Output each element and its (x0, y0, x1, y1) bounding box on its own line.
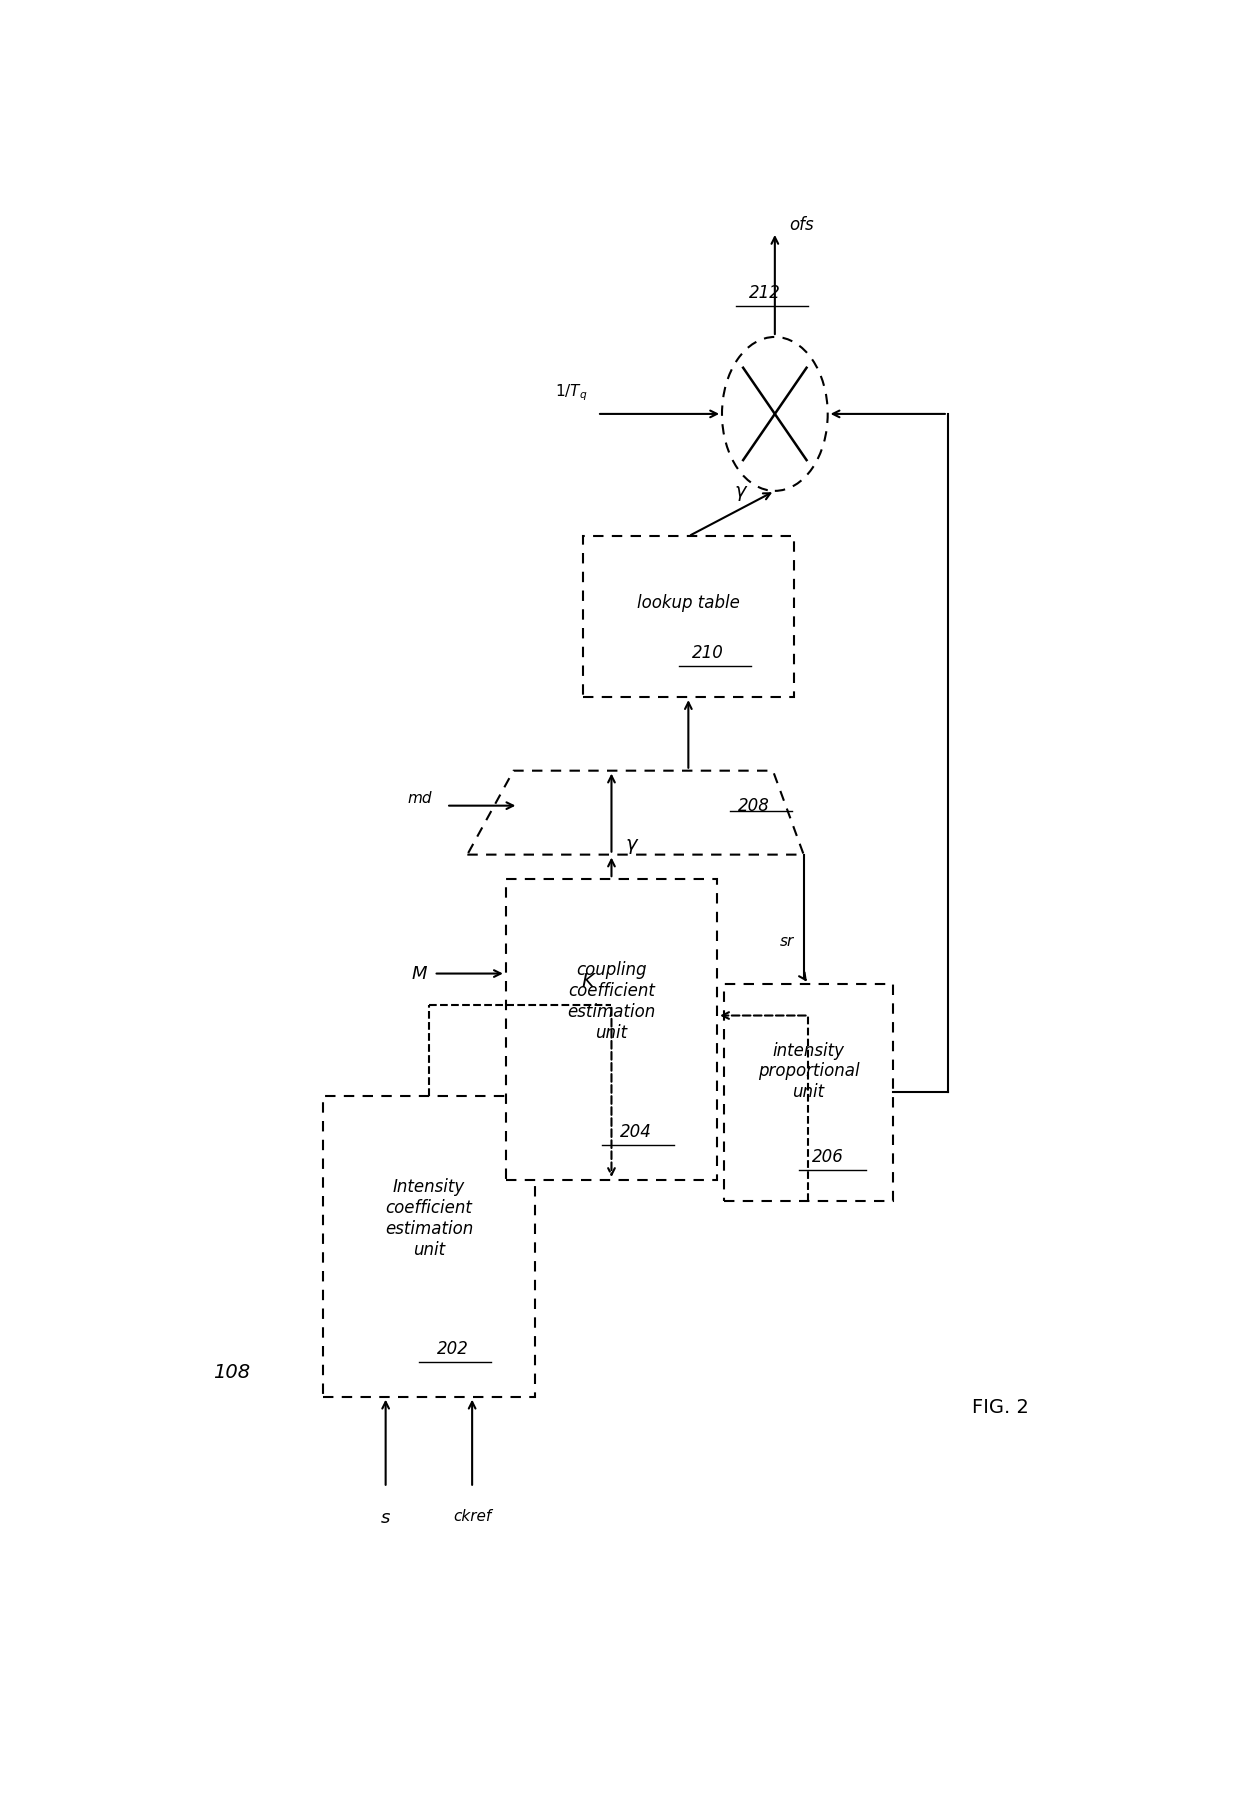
Text: s: s (381, 1508, 391, 1526)
Text: intensity
proportional
unit: intensity proportional unit (758, 1041, 859, 1101)
Text: 212: 212 (749, 283, 781, 302)
Text: 206: 206 (812, 1148, 843, 1167)
Text: sr: sr (780, 934, 794, 948)
Polygon shape (467, 770, 804, 854)
Text: ckref: ckref (453, 1508, 491, 1524)
Text: 204: 204 (620, 1123, 651, 1141)
Text: $1/T_q$: $1/T_q$ (556, 382, 588, 403)
Text: M: M (412, 965, 427, 983)
Text: md: md (407, 790, 432, 807)
Text: 208: 208 (738, 796, 770, 814)
Text: 202: 202 (436, 1339, 469, 1357)
Text: Intensity
coefficient
estimation
unit: Intensity coefficient estimation unit (384, 1177, 472, 1259)
Text: 210: 210 (692, 645, 723, 661)
Bar (583, 536, 794, 698)
Text: lookup table: lookup table (637, 594, 740, 612)
Bar (506, 879, 717, 1179)
Text: γ: γ (734, 482, 746, 501)
Text: FIG. 2: FIG. 2 (972, 1397, 1029, 1417)
Text: ofs: ofs (789, 216, 813, 234)
Text: γ: γ (626, 834, 637, 854)
Text: 108: 108 (213, 1363, 250, 1381)
Text: K: K (582, 972, 594, 990)
Circle shape (722, 336, 828, 491)
Bar (324, 1096, 534, 1397)
Bar (724, 985, 893, 1201)
Text: coupling
coefficient
estimation
unit: coupling coefficient estimation unit (568, 961, 656, 1041)
